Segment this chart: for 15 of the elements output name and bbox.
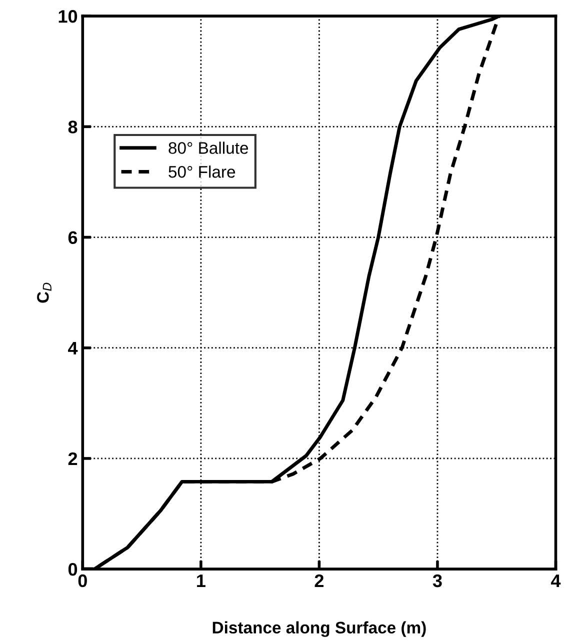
y-axis-title: C$_{D}$ — [37, 282, 52, 303]
y-tick-label: 10 — [58, 10, 78, 23]
x-tick-label: 3 — [432, 574, 442, 588]
legend-label: 50° Flare — [168, 166, 236, 178]
x-tick-label: 2 — [314, 574, 324, 587]
x-tick-label: 1 — [197, 574, 206, 587]
y-tick-label: 2 — [68, 452, 78, 465]
x-tick-label: 0 — [78, 574, 87, 588]
y-tick-label: 0 — [68, 562, 78, 576]
x-axis-title: Distance along Surface (m) — [212, 621, 426, 637]
y-tick-label: 6 — [68, 231, 78, 244]
legend-label: 80° Ballute — [168, 142, 248, 154]
x-tick-label: 4 — [551, 574, 561, 587]
y-tick-label: 8 — [68, 120, 78, 134]
y-tick-label: 4 — [68, 342, 78, 354]
